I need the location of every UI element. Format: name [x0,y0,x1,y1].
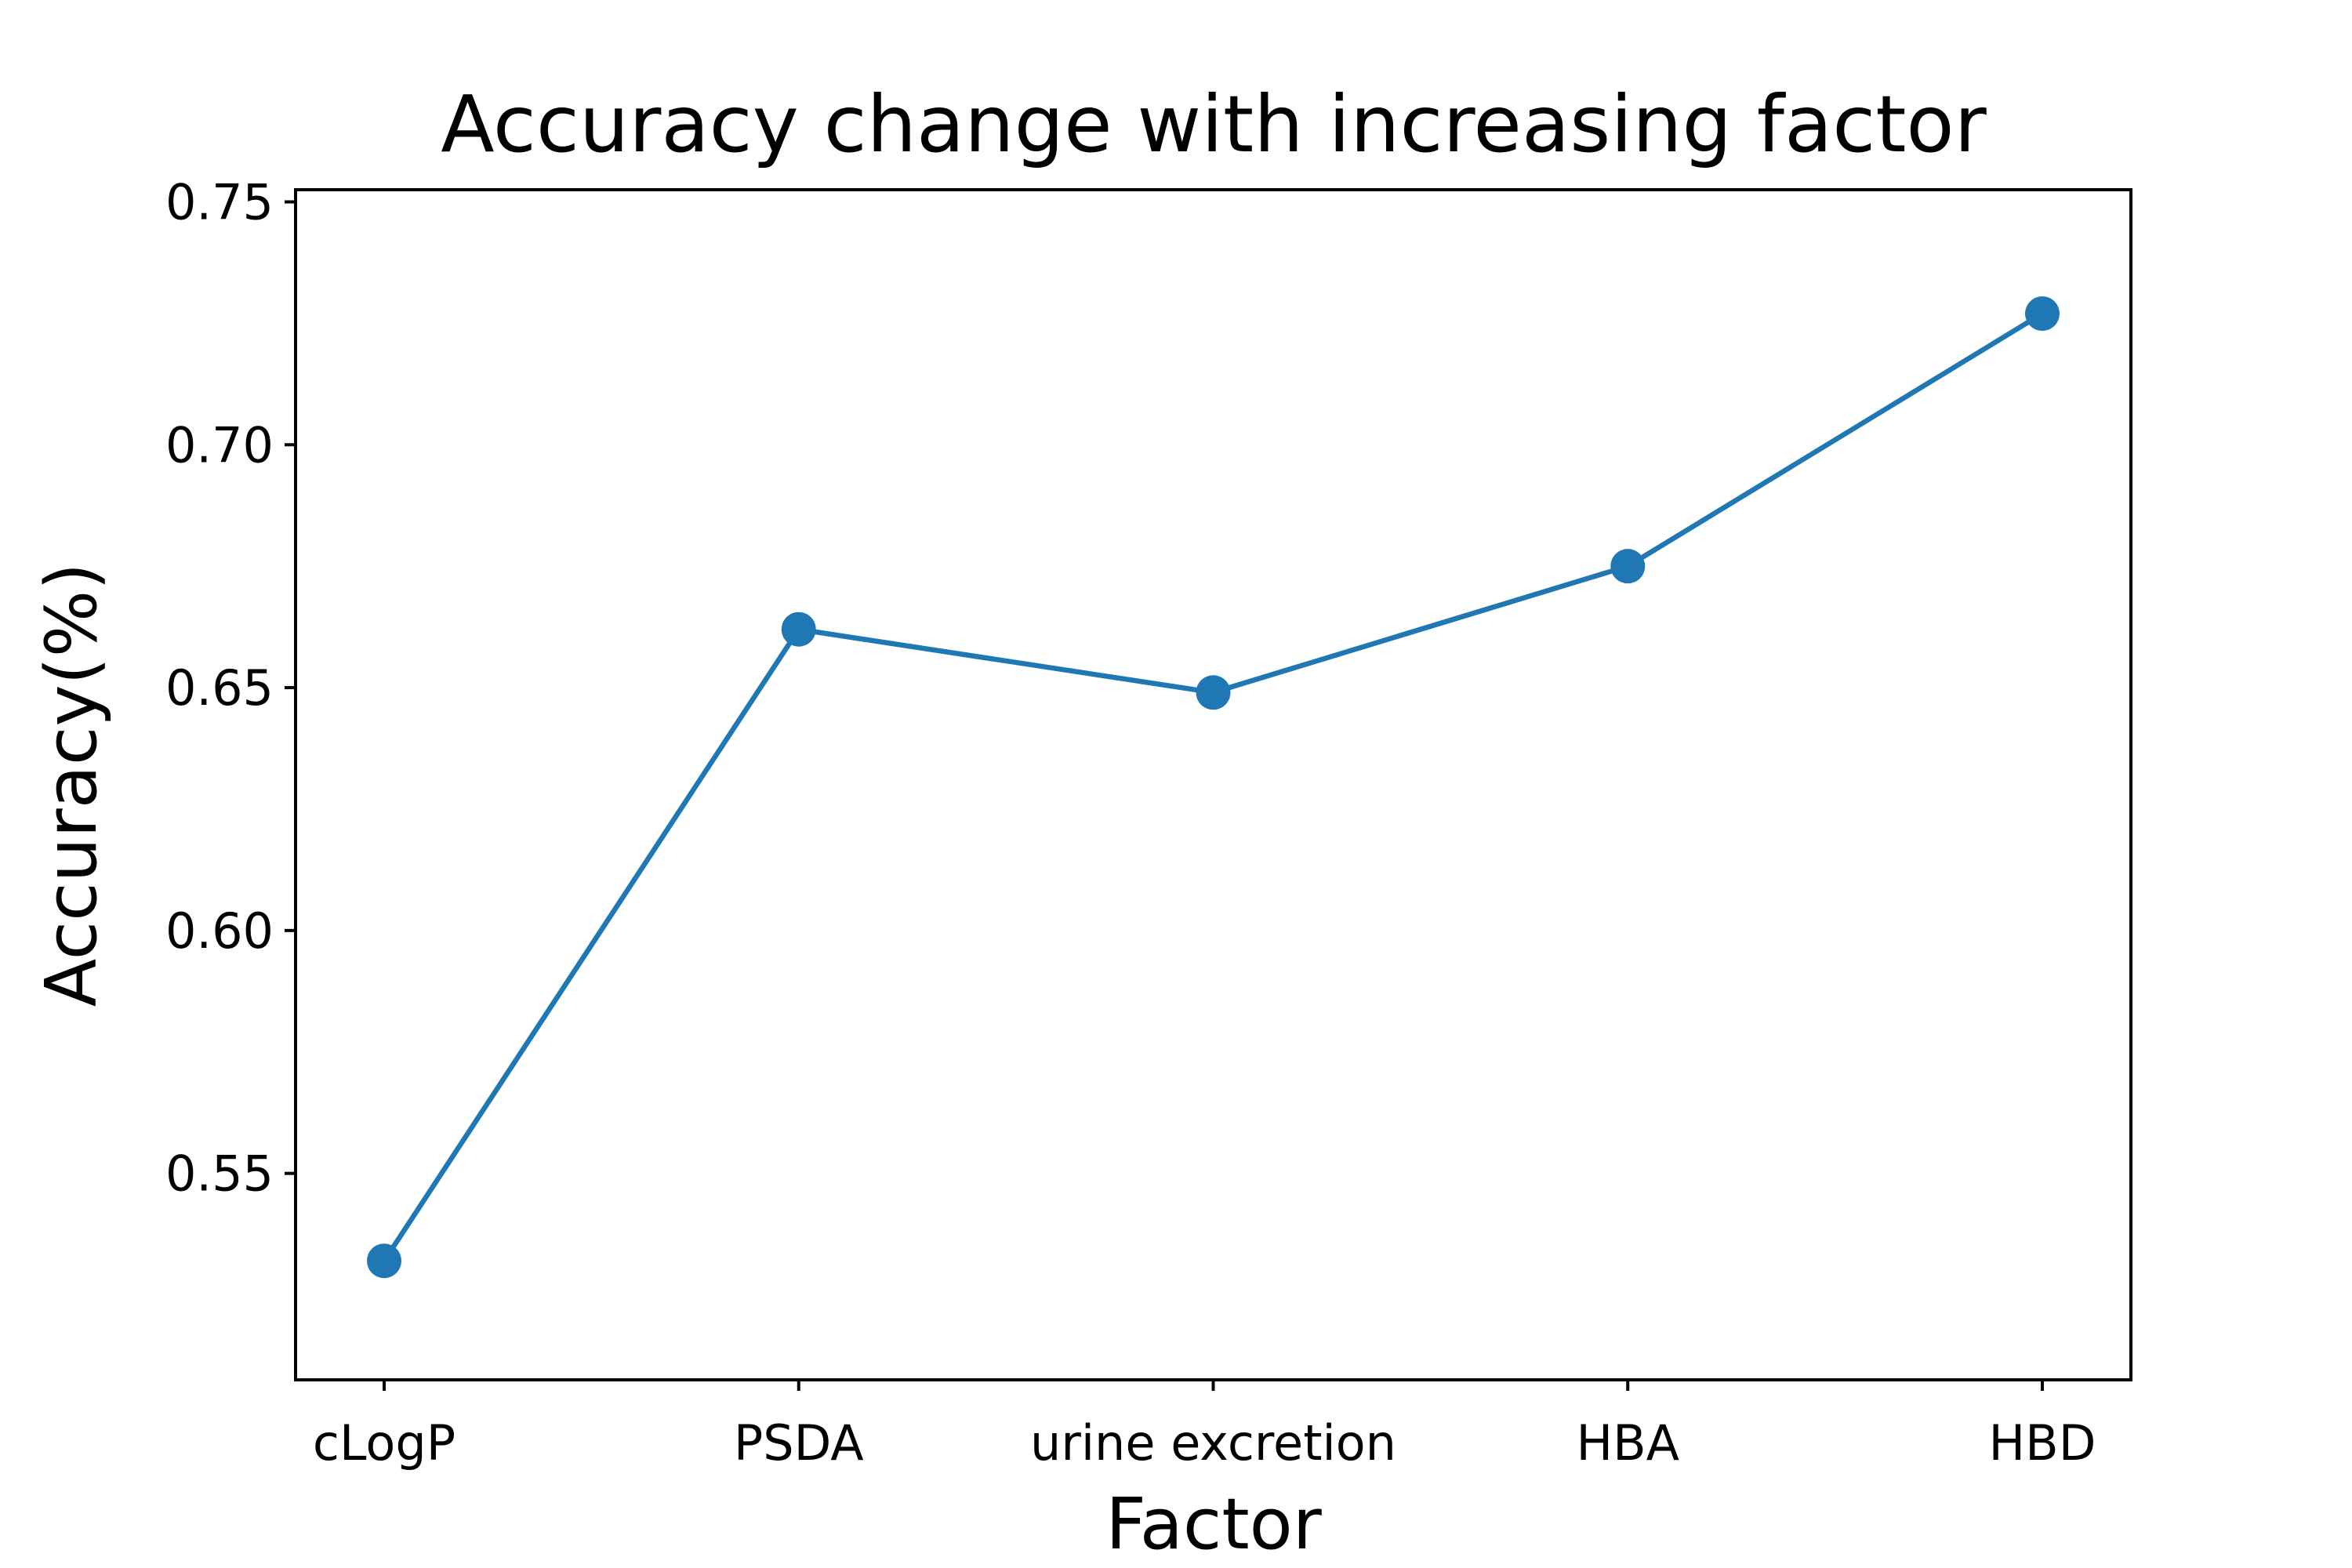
x-tick-label: HBD [1989,1414,2096,1472]
data-point [781,612,816,647]
y-tick-label: 0.60 [165,902,274,960]
data-point [2025,296,2060,331]
x-tick-label: urine excretion [1030,1414,1396,1472]
plot-frame [294,188,2132,1381]
x-tick-label: PSDA [734,1414,864,1472]
series-layer [367,296,2060,1279]
data-point [367,1243,401,1279]
y-axis-ticks: 0.55 0.60 0.65 0.70 0.75 [165,173,296,1203]
y-tick-label: 0.65 [165,659,274,717]
y-tick-label: 0.55 [165,1145,274,1203]
x-axis-ticks: cLogP PSDA urine excretion HBA HBD [313,1380,2096,1472]
y-tick-label: 0.75 [165,173,274,230]
x-axis-label: Factor [1105,1483,1322,1566]
chart-title: Accuracy change with increasing factor [441,78,1987,170]
x-tick-label: cLogP [313,1414,456,1472]
data-point [1196,675,1231,710]
data-point [1610,549,1646,584]
x-tick-label: HBA [1576,1414,1679,1472]
series-line [381,310,2045,1264]
y-tick-label: 0.70 [165,416,274,474]
y-axis-label: Accuracy(%) [31,563,113,1007]
